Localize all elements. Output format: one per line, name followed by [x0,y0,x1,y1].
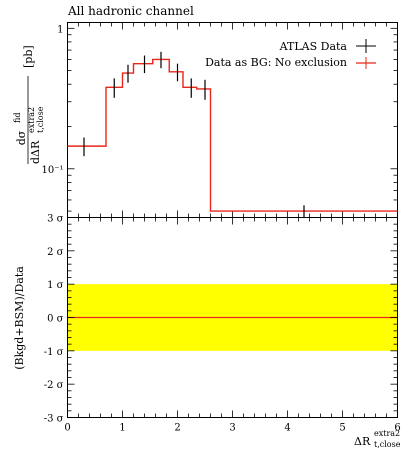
svg-text:extra2: extra2 [374,429,400,438]
y-label-unit: [pb] [22,45,35,68]
ratio-y-tick-label: -3 σ [44,414,64,425]
ratio-x-tick-label: 4 [284,423,290,434]
x-label-sub: t,close [374,440,401,449]
ratio-x-tick-label: 5 [339,423,345,434]
main-plot-marks: 1 10⁻¹ [41,22,398,218]
legend-label-prediction: Data as BG: No exclusion [205,56,347,69]
y-label-numerator-sup: fid [13,113,22,123]
main-y-axis-label: dσ fid dΔR extra2 t,close [pb] [13,45,45,164]
y-label-denominator: dΔR [29,140,42,164]
ratio-y-tick-label: 2 σ [47,247,64,258]
ratio-x-tick-label: 3 [229,423,235,434]
main-y-tick-label: 1 [57,24,63,35]
ratio-y-tick-label: -1 σ [44,347,64,358]
ratio-y-tick-label: 0 σ [47,314,64,325]
svg-text:fid: fid [13,113,22,123]
prediction-step-line [67,58,398,212]
svg-text:ΔR: ΔR [354,435,371,448]
svg-text:dΔR: dΔR [29,140,42,164]
ratio-plot-marks: 0 1 2 3 4 5 6 3 σ 2 σ 1 σ 0 σ -1 σ -2 σ -3 σ [44,214,401,434]
ratio-y-tick-label: -2 σ [44,380,64,391]
ratio-x-tick-label: 6 [394,423,400,434]
y-label-numerator: dσ [15,130,28,145]
ratio-x-tick-label: 1 [119,423,125,434]
ratio-y-tick-label: 3 σ [47,214,64,225]
ratio-x-tick-label: 0 [64,423,70,434]
y-label-denominator-sup: extra2 [27,107,36,133]
svg-text:t,close: t,close [374,440,401,449]
svg-text:[pb]: [pb] [22,45,35,68]
main-plot-frame [67,22,398,218]
x-label-sup: extra2 [374,429,400,438]
svg-text:extra2: extra2 [27,107,36,133]
legend-label-data: ATLAS Data [279,40,348,53]
x-axis-label: ΔR extra2 t,close [354,429,401,449]
chart-title: All hadronic channel [67,4,194,18]
svg-text:t,close: t,close [36,106,45,133]
svg-text:dσ: dσ [15,130,28,145]
ratio-y-tick-label: 1 σ [47,280,64,291]
x-label-main: ΔR [354,435,371,448]
y-label-denominator-sub: t,close [36,106,45,133]
main-y-tick-label: 10⁻¹ [41,165,63,176]
legend: ATLAS Data Data as BG: No exclusion [205,39,376,69]
ratio-x-tick-label: 2 [174,423,180,434]
ratio-y-axis-label: (Bkgd+BSM)/Data [13,266,26,370]
